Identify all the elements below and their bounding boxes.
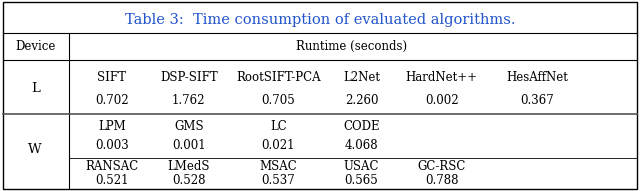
Text: LMedS: LMedS (168, 160, 210, 173)
Text: 0.001: 0.001 (172, 139, 205, 152)
Text: 2.260: 2.260 (345, 94, 378, 107)
Text: 0.705: 0.705 (262, 94, 295, 107)
Text: SIFT: SIFT (97, 71, 127, 84)
Text: GMS: GMS (174, 120, 204, 133)
FancyBboxPatch shape (3, 2, 637, 189)
Text: 0.521: 0.521 (95, 174, 129, 187)
Text: HardNet++: HardNet++ (406, 71, 477, 84)
Text: L2Net: L2Net (343, 71, 380, 84)
Text: L: L (31, 82, 40, 95)
Text: 0.367: 0.367 (521, 94, 554, 107)
Text: Table 3:  Time consumption of evaluated algorithms.: Table 3: Time consumption of evaluated a… (125, 13, 515, 27)
Text: 0.002: 0.002 (425, 94, 458, 107)
Text: W: W (28, 143, 42, 156)
Text: Runtime (seconds): Runtime (seconds) (296, 40, 408, 53)
Text: 0.788: 0.788 (425, 174, 458, 187)
Text: 0.528: 0.528 (172, 174, 205, 187)
Text: HesAffNet: HesAffNet (507, 71, 568, 84)
Text: USAC: USAC (344, 160, 380, 173)
Text: RootSIFT-PCA: RootSIFT-PCA (236, 71, 321, 84)
Text: 1.762: 1.762 (172, 94, 205, 107)
Text: CODE: CODE (343, 120, 380, 133)
Text: GC-RSC: GC-RSC (417, 160, 466, 173)
Text: Device: Device (15, 40, 56, 53)
Text: 0.702: 0.702 (95, 94, 129, 107)
Text: RANSAC: RANSAC (85, 160, 139, 173)
Text: LPM: LPM (98, 120, 126, 133)
Text: 0.003: 0.003 (95, 139, 129, 152)
Text: 0.021: 0.021 (262, 139, 295, 152)
Text: 0.537: 0.537 (262, 174, 295, 187)
Text: LC: LC (270, 120, 287, 133)
Text: 4.068: 4.068 (345, 139, 378, 152)
Text: DSP-SIFT: DSP-SIFT (160, 71, 218, 84)
Text: MSAC: MSAC (260, 160, 297, 173)
Text: 0.565: 0.565 (345, 174, 378, 187)
